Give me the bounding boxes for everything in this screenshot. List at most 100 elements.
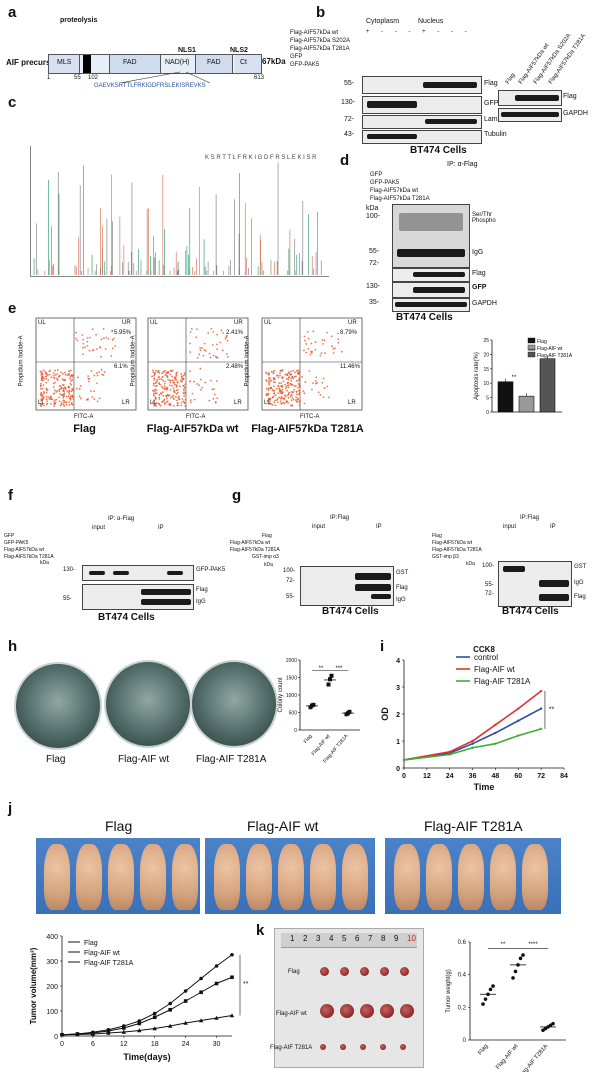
flow-event [110, 355, 113, 357]
flow-event [305, 351, 308, 354]
flow-event [267, 373, 270, 376]
flow-event [99, 346, 101, 349]
flow-event [161, 376, 164, 378]
flow-event [209, 356, 212, 359]
flow-event [182, 374, 185, 377]
flow-event [58, 396, 61, 399]
d-label-flag: Flag [472, 270, 486, 277]
flow-event [167, 372, 169, 374]
j-sig: ** [243, 981, 249, 988]
i-point [494, 731, 497, 735]
flow-event [173, 398, 175, 400]
flow-event [43, 377, 46, 380]
flow-event [39, 370, 42, 373]
flow-event [63, 389, 65, 392]
flow-event [167, 371, 169, 374]
flow-event [69, 369, 72, 372]
flow-ylabel: Propidium Iodide-A [244, 335, 251, 387]
flow-event [103, 371, 106, 374]
flow-event [174, 377, 177, 380]
k-y-tick-label: 0.4 [458, 973, 467, 979]
i-point [448, 753, 451, 756]
flow-event [169, 402, 172, 405]
flow-event [157, 370, 160, 372]
flow-event [166, 386, 169, 389]
j-series-line [61, 1015, 233, 1036]
flow-event [165, 395, 168, 398]
f-blot-flag-igg [82, 584, 194, 610]
flow-event [184, 383, 187, 386]
flow-event [301, 376, 303, 378]
b-right-lane-1: Flag [505, 72, 517, 86]
flow-event [53, 392, 55, 395]
flow-event [200, 388, 202, 391]
flow-event [45, 381, 48, 384]
flow-event [163, 387, 166, 390]
flow-event [309, 353, 312, 356]
flow-event [289, 373, 291, 376]
flow-event [169, 388, 172, 391]
flow-event [280, 395, 283, 398]
flow-event [160, 393, 163, 395]
h-point [310, 703, 314, 708]
g-left-row-2: Flag-AIF57kDa wt [230, 540, 271, 546]
mouse [108, 844, 134, 910]
flow-event [272, 389, 275, 392]
flow-event [159, 383, 162, 386]
flow-event [293, 375, 296, 378]
panel-j-letter: j [8, 800, 13, 817]
flow-event [287, 382, 290, 384]
flow-event [222, 332, 225, 334]
flow-event [193, 380, 196, 383]
flow-event [69, 377, 71, 380]
flow-event [270, 370, 273, 373]
flow-event [49, 396, 52, 399]
i-sig: ** [549, 706, 555, 713]
flow-event [298, 383, 301, 386]
flow-event [60, 401, 63, 404]
flow-event [323, 387, 326, 390]
flow-event [272, 371, 275, 373]
flow-event [58, 390, 61, 393]
flow-event [163, 385, 166, 388]
b-label-flag: Flag [484, 80, 498, 87]
flow-event [184, 392, 186, 395]
flow-event [178, 385, 181, 387]
flow-event [273, 385, 275, 388]
flow-event [283, 397, 286, 400]
j-point [106, 1030, 111, 1035]
j-point [230, 952, 234, 957]
nls2-label: NLS2 [230, 47, 248, 54]
g-right-kda: kDa [466, 561, 475, 567]
flow-event [161, 372, 164, 375]
flow-event [272, 380, 275, 383]
flow-event [93, 390, 95, 393]
g-left-ipgroup: IP [376, 524, 382, 530]
flow-event [67, 386, 70, 389]
flow-event [155, 397, 157, 400]
flow-event [107, 337, 110, 340]
flow-event [52, 385, 55, 388]
j-point [230, 975, 234, 980]
flow-event [277, 385, 280, 388]
flow-event [41, 373, 44, 376]
flow-event [277, 384, 279, 387]
flow-event [40, 377, 43, 380]
k-point [488, 987, 493, 992]
flow-event [267, 389, 270, 392]
k-point [513, 969, 518, 974]
flow-event [45, 372, 47, 375]
flow-event [183, 402, 186, 404]
flow-event [64, 379, 66, 382]
flow-event [165, 387, 168, 390]
flow-event [273, 392, 275, 395]
flow-event [53, 377, 56, 380]
b-label-gfp: GFP [484, 100, 499, 107]
h-x-tick-label: Flag-AIF wt [311, 733, 332, 757]
flow-event [59, 384, 62, 387]
mouse [278, 844, 304, 910]
flow-event [297, 369, 300, 372]
flow-event [184, 391, 187, 394]
j-y-tick-label: 0 [54, 1034, 58, 1041]
flow-event [159, 392, 162, 394]
